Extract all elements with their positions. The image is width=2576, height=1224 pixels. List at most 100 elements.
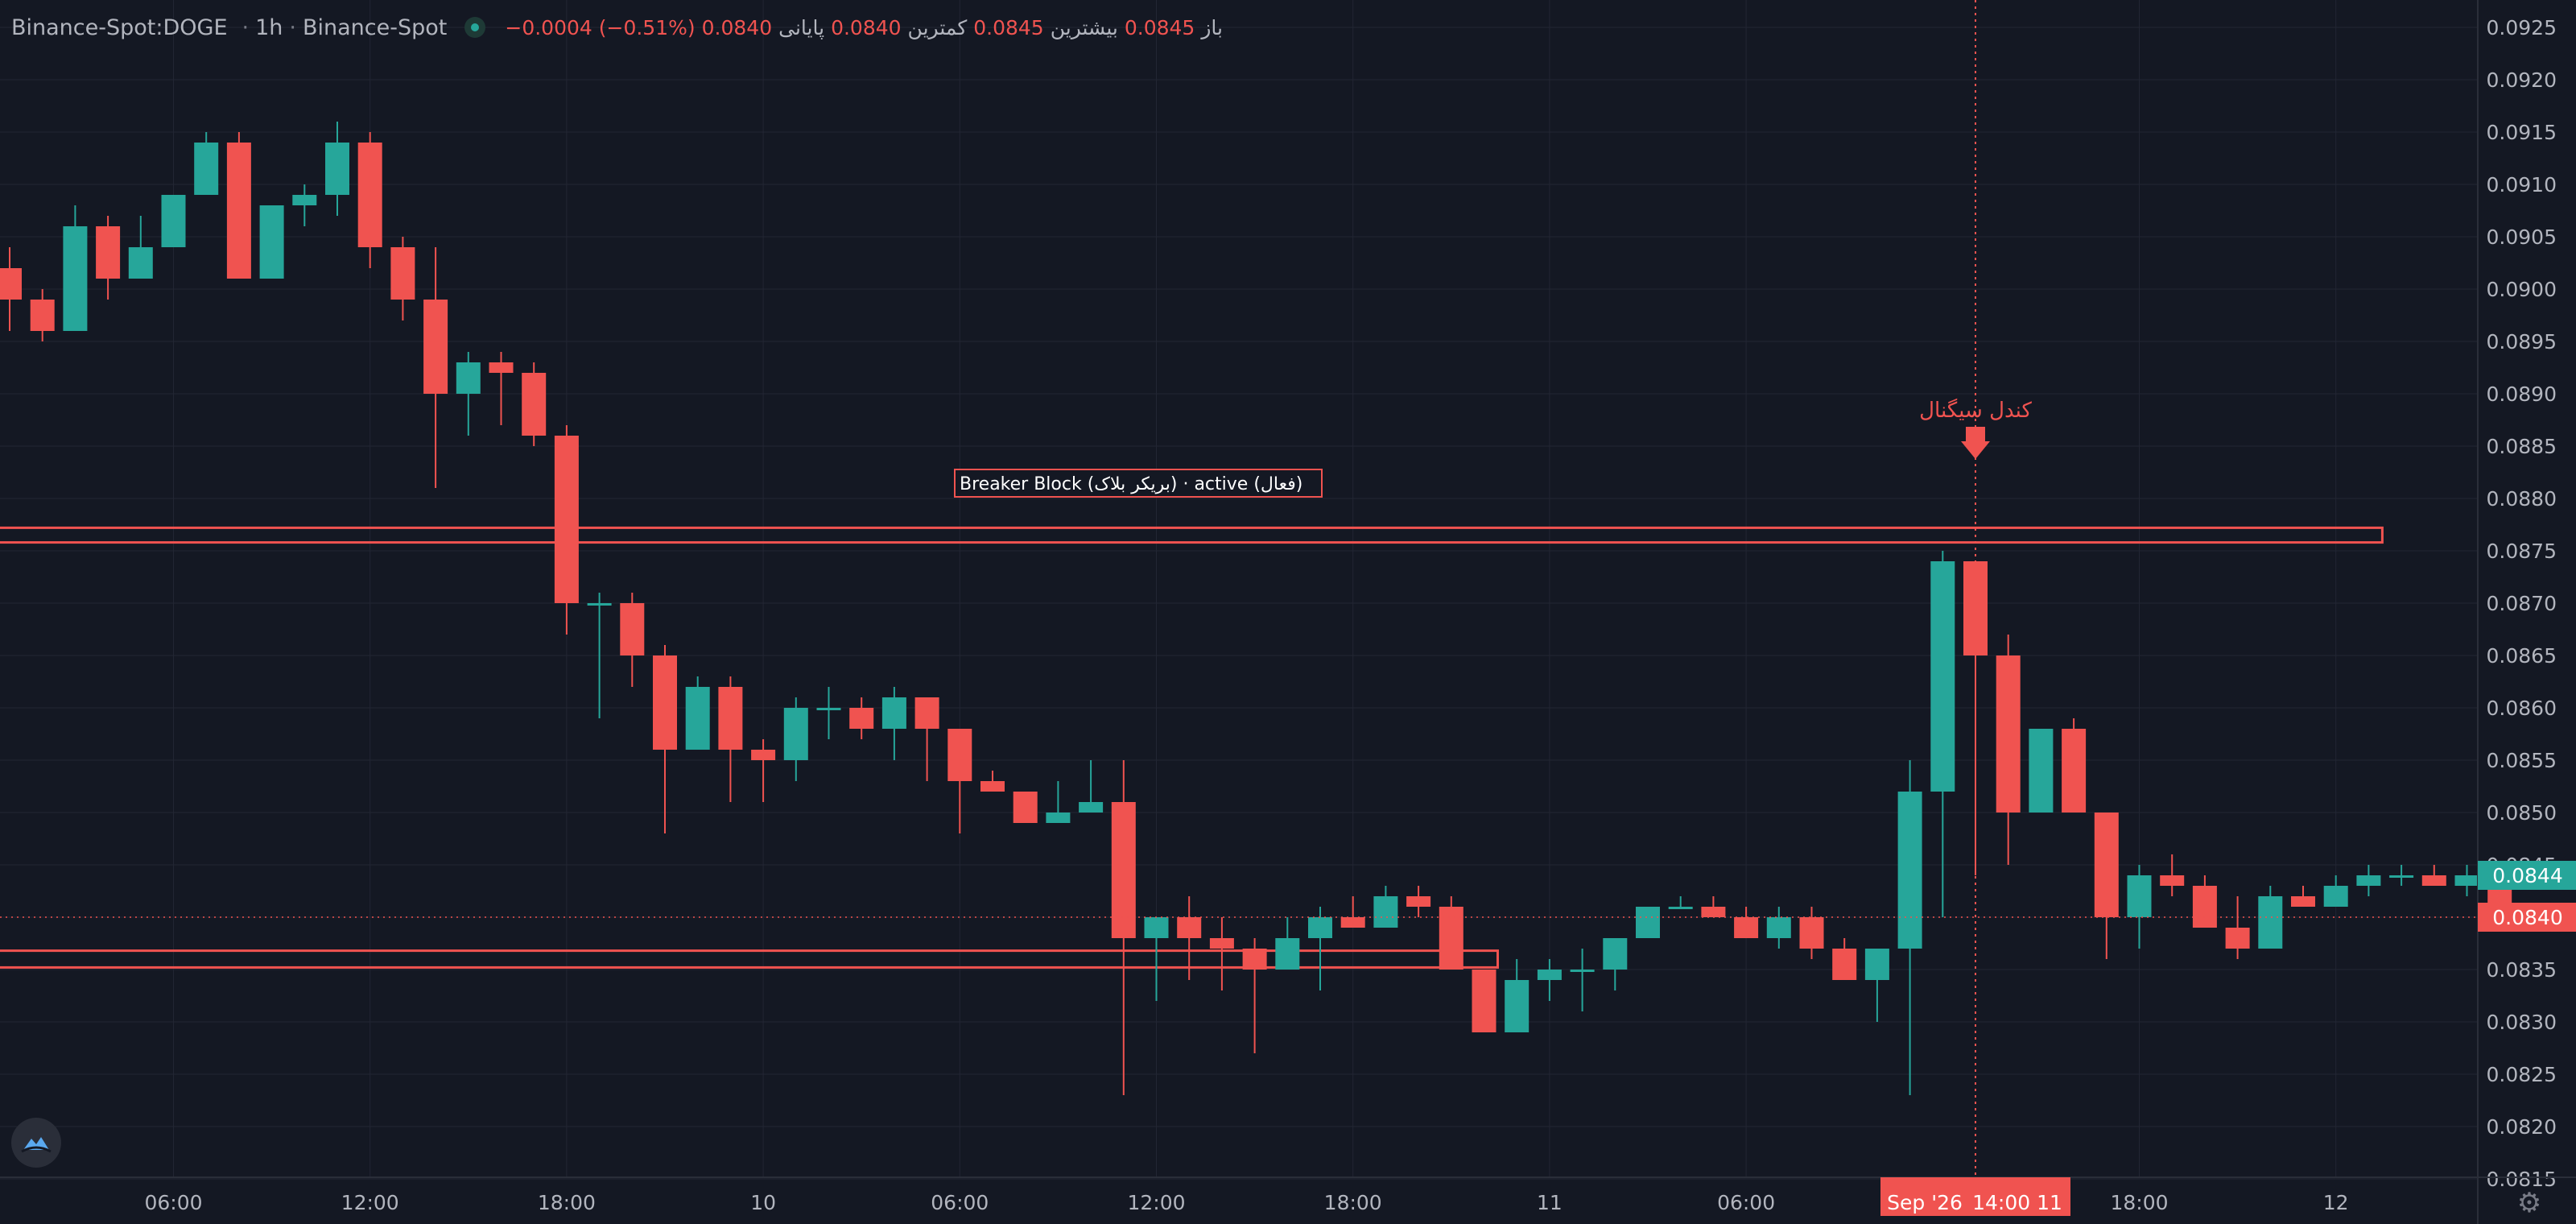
candle-body <box>849 708 874 729</box>
price-tick-label: 0.0905 <box>2487 225 2557 249</box>
time-tick-label: 18:00 <box>2110 1191 2168 1214</box>
gear-icon[interactable]: ⚙ <box>2516 1187 2542 1219</box>
time-tick-label: 06:00 <box>144 1191 202 1214</box>
candle <box>2029 729 2054 813</box>
candle-body <box>718 687 743 750</box>
candle <box>1013 792 1038 823</box>
candle <box>947 729 972 833</box>
candle-body <box>1111 802 1136 938</box>
candles <box>0 122 2512 1095</box>
candle <box>2225 896 2250 959</box>
candle-body <box>620 603 645 655</box>
time-tick-label: 18:00 <box>1324 1191 1382 1214</box>
candle-body <box>1897 792 1922 949</box>
symbol-legend: Binance-Spot:DOGE · 1h · Binance-Spot با… <box>11 14 1223 40</box>
price-tick-label: 0.0915 <box>2487 121 2557 144</box>
candle-body <box>1799 917 1824 949</box>
price-tick-label: 0.0890 <box>2487 382 2557 406</box>
candle <box>161 195 186 247</box>
candle <box>292 184 317 226</box>
price-tick-label: 0.0885 <box>2487 435 2557 458</box>
candle <box>1897 760 1922 1095</box>
candle-body <box>1373 896 1398 928</box>
candle <box>1603 938 1628 990</box>
candle-body <box>1209 938 1234 949</box>
price-tick-label: 0.0900 <box>2487 278 2557 301</box>
candle-body <box>881 697 906 729</box>
candle <box>783 697 808 781</box>
candle-body <box>587 603 612 606</box>
candle-body <box>1406 896 1431 907</box>
crosshair-price-label: 0.0840 <box>2492 906 2562 929</box>
candle <box>1111 760 1136 1095</box>
candle <box>390 237 415 320</box>
candle-body <box>1439 907 1463 970</box>
candle-body <box>1144 917 1169 938</box>
time-tick-label: 12:00 <box>1127 1191 1185 1214</box>
candle <box>587 593 612 718</box>
mountain-cloud-logo-icon[interactable] <box>11 1118 61 1168</box>
candle <box>63 205 88 331</box>
price-tick-label: 0.0865 <box>2487 644 2557 668</box>
candle <box>489 352 514 425</box>
candle <box>226 132 251 279</box>
candle <box>1505 959 1530 1032</box>
candle-body <box>423 300 448 394</box>
candle <box>259 205 284 279</box>
candle-body <box>1832 949 1857 980</box>
candle <box>2258 886 2283 949</box>
candle-body <box>2323 886 2348 907</box>
candle-body <box>2127 875 2152 917</box>
candle-body <box>1308 917 1332 938</box>
candle <box>1930 551 1955 917</box>
candle-body <box>161 195 186 247</box>
candle-body <box>1668 907 1693 909</box>
candle <box>1832 938 1857 980</box>
candle <box>653 645 677 833</box>
candle <box>1340 896 1365 928</box>
candle-body <box>2356 875 2381 886</box>
ohlc-values: باز 0.0845 بیشترین 0.0845 کمترین 0.0840 … <box>505 16 1223 39</box>
candle <box>1406 886 1431 917</box>
price-tick-label: 0.0830 <box>2487 1011 2557 1034</box>
candle <box>914 697 939 781</box>
candle-body <box>456 362 481 394</box>
candle-body <box>2062 729 2087 813</box>
candle <box>2127 865 2152 949</box>
price-tick-label: 0.0850 <box>2487 801 2557 825</box>
candle-body <box>0 268 22 300</box>
candle-body <box>259 205 284 279</box>
crosshair-time-badge <box>1880 1177 2070 1216</box>
price-tick-label: 0.0835 <box>2487 958 2557 982</box>
price-tick-label: 0.0825 <box>2487 1063 2557 1086</box>
candle-body <box>292 195 317 205</box>
signal-candle-label: کندل سیگنال <box>1919 398 2032 423</box>
candle-body <box>1996 655 2021 813</box>
change-value: −0.0004 (−0.51%) <box>505 15 696 39</box>
candle <box>1472 970 1496 1032</box>
price-tick-label: 0.0925 <box>2487 16 2557 39</box>
candle <box>2421 865 2446 886</box>
candle <box>357 132 382 268</box>
candle <box>1734 907 1759 938</box>
candle <box>1177 896 1202 980</box>
candle <box>1570 949 1595 1011</box>
candle <box>1799 907 1824 959</box>
candle-body <box>357 143 382 247</box>
high-label: بیشترین <box>1050 15 1118 39</box>
candle-body <box>489 362 514 373</box>
interval-label[interactable]: 1h <box>255 14 283 40</box>
candle-body <box>1177 917 1202 938</box>
candle-body <box>1079 802 1104 813</box>
candle-body <box>816 708 841 710</box>
candle-body <box>1242 949 1267 970</box>
candle-body <box>1537 970 1562 980</box>
candle <box>2323 875 2348 907</box>
price-tick-label: 0.0910 <box>2487 173 2557 196</box>
symbol-name[interactable]: Binance-Spot:DOGE <box>11 14 228 40</box>
candle-body <box>30 300 55 331</box>
low-value: 0.0840 <box>831 15 902 39</box>
open-label: باز <box>1201 15 1223 39</box>
candle <box>816 687 841 739</box>
